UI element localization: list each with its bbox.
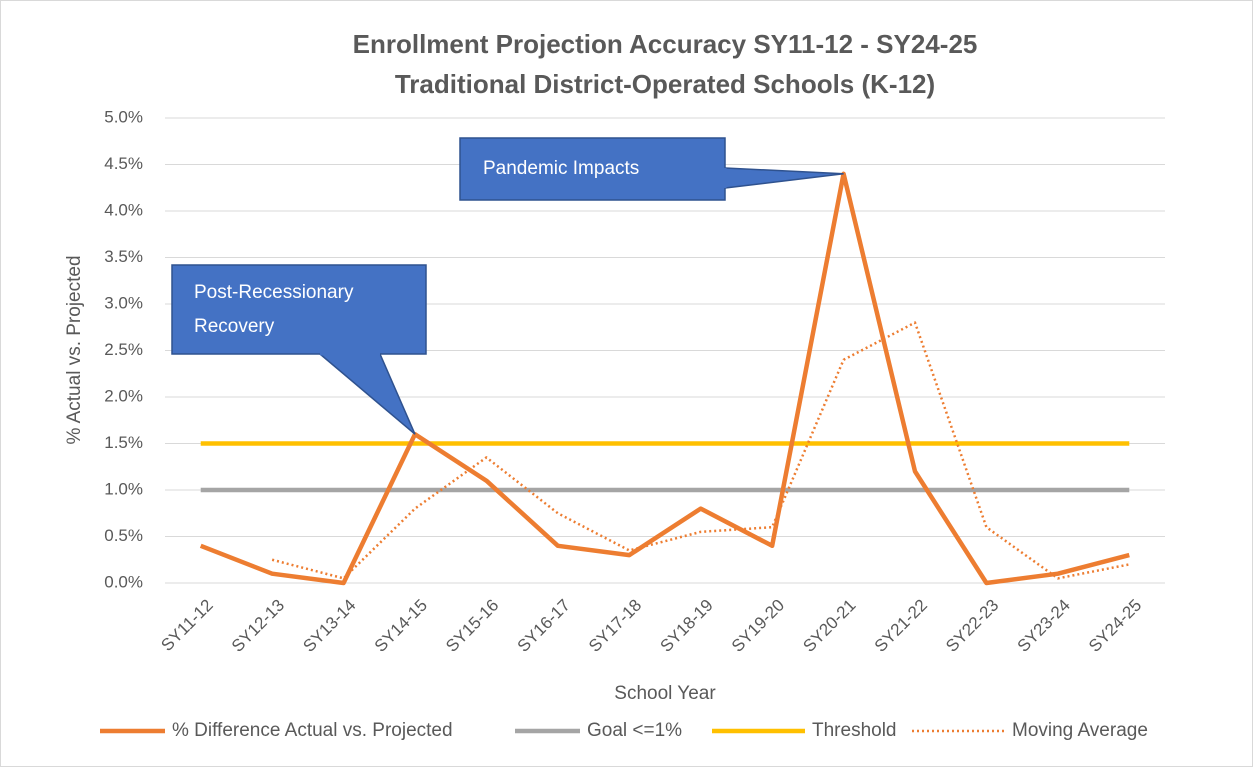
callout-text-box: Post-Recessionary Recovery xyxy=(194,281,354,337)
legend-label: Threshold xyxy=(812,720,897,741)
y-axis-label: % Actual vs. Projected xyxy=(64,255,85,444)
y-tick-label: 0.0% xyxy=(104,572,143,591)
y-tick-label: 4.0% xyxy=(104,200,143,219)
y-tick-label: 2.0% xyxy=(104,386,143,405)
callout-text: Post-Recessionary Recovery xyxy=(194,281,354,337)
y-tick-label: 3.0% xyxy=(104,293,143,312)
chart-subtitle: Traditional District-Operated Schools (K… xyxy=(395,69,935,99)
callout-text-box: Pandemic Impacts xyxy=(483,158,640,179)
y-tick-label: 0.5% xyxy=(104,526,143,545)
callout-box xyxy=(459,137,726,201)
series-line xyxy=(271,321,1130,580)
callout-box xyxy=(171,264,427,355)
legend-label: Goal <=1% xyxy=(587,720,682,741)
callout-text: Pandemic Impacts xyxy=(483,158,640,179)
y-tick-label: 5.0% xyxy=(104,107,143,126)
y-tick-label: 2.5% xyxy=(104,340,143,359)
series-line xyxy=(199,171,1130,586)
y-tick-label: 4.5% xyxy=(104,154,143,173)
x-axis-label: School Year xyxy=(614,683,716,704)
y-tick-label: 1.0% xyxy=(104,479,143,498)
y-tick-label: 3.5% xyxy=(104,247,143,266)
y-tick-label: 1.5% xyxy=(104,433,143,452)
legend-label: % Difference Actual vs. Projected xyxy=(172,720,453,741)
legend-label: Moving Average xyxy=(1012,720,1148,741)
chart-title: Enrollment Projection Accuracy SY11-12 -… xyxy=(353,29,978,59)
